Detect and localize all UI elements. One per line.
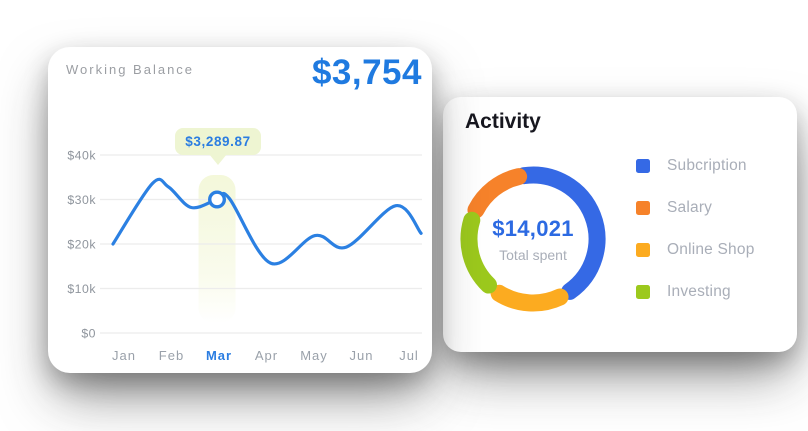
- balance-line: [111, 177, 423, 266]
- donut-center-label: Total spent: [499, 246, 567, 263]
- legend-chip-blue: [636, 159, 650, 173]
- balance-line-chart[interactable]: $40k $30k $20k $10k $0 Jan Feb Mar Apr May Jun Jul: [48, 47, 432, 373]
- donut-center: $14,021 Total spent: [458, 164, 608, 314]
- y-tick-label: $30k: [67, 193, 96, 207]
- month-label[interactable]: May: [300, 348, 328, 363]
- month-label[interactable]: Jan: [112, 348, 136, 363]
- tooltip-value: $3,289.87: [185, 134, 251, 149]
- legend-chip-green: [636, 285, 650, 299]
- legend-item-salary[interactable]: Salary: [636, 199, 755, 216]
- activity-title: Activity: [465, 110, 541, 133]
- y-tick-label: $0: [81, 326, 96, 340]
- chart-marker[interactable]: [208, 190, 227, 209]
- activity-legend: Subcription Salary Online Shop Investing: [636, 157, 755, 327]
- chart-tooltip: $3,289.87: [175, 128, 261, 165]
- donut-segment-investing[interactable]: [460, 211, 498, 294]
- highlight-band: [198, 175, 236, 323]
- legend-item-online-shop[interactable]: Online Shop: [636, 241, 755, 258]
- month-label[interactable]: Jul: [399, 348, 419, 363]
- legend-chip-orange: [636, 201, 650, 215]
- legend-chip-amber: [636, 243, 650, 257]
- y-tick-label: $10k: [67, 282, 96, 296]
- balance-card-title: Working Balance: [66, 62, 195, 77]
- month-label[interactable]: Apr: [255, 348, 278, 363]
- donut-segment-subcription[interactable]: [515, 166, 606, 300]
- legend-item-subcription[interactable]: Subcription: [636, 157, 755, 174]
- month-label-selected[interactable]: Mar: [206, 348, 232, 363]
- donut-center-value: $14,021: [492, 215, 574, 241]
- activity-donut: $14,021 Total spent: [458, 164, 608, 314]
- donut-segment-online-shop[interactable]: [490, 284, 569, 312]
- legend-label: Investing: [667, 283, 731, 300]
- balance-amount: $3,754: [311, 53, 422, 92]
- working-balance-card: Working Balance $3,754 $40k $30k $20k $10k $…: [48, 47, 432, 373]
- donut-segment-salary[interactable]: [467, 168, 528, 219]
- activity-donut-chart[interactable]: [458, 164, 608, 314]
- legend-label: Subcription: [667, 157, 747, 174]
- month-label[interactable]: Jun: [350, 348, 374, 363]
- legend-item-investing[interactable]: Investing: [636, 283, 755, 300]
- y-tick-label: $40k: [67, 148, 96, 162]
- activity-card: Activity $14,021 Total spent Subcription…: [443, 97, 797, 352]
- month-label[interactable]: Feb: [159, 348, 184, 363]
- legend-label: Salary: [667, 199, 713, 216]
- legend-label: Online Shop: [667, 241, 755, 258]
- y-tick-label: $20k: [67, 237, 96, 251]
